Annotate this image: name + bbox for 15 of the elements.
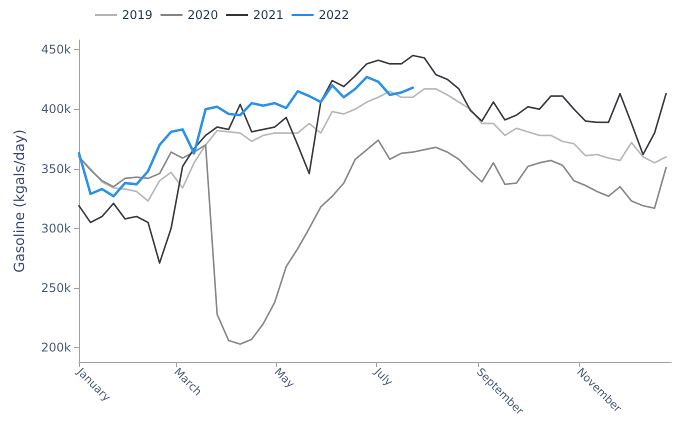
y-tick-label: 300k	[41, 221, 72, 236]
line-series	[78, 76, 414, 198]
y-tick-label: 250k	[41, 281, 72, 296]
legend-label: 2019	[122, 8, 153, 22]
y-tick-label: 200k	[41, 340, 72, 355]
y-tick-label: 400k	[41, 102, 72, 116]
y-tick-label: 350k	[41, 162, 72, 176]
x-tick-label: July	[371, 364, 396, 389]
y-tick-label: 450k	[41, 42, 72, 57]
legend-label: 2022	[318, 8, 350, 22]
y-axis-title: Gasoline (kgals/day)	[12, 129, 28, 273]
legend-label: 2020	[188, 8, 218, 22]
legend-label: 2021	[253, 8, 284, 22]
line-series	[78, 54, 667, 264]
line-series	[78, 139, 667, 345]
